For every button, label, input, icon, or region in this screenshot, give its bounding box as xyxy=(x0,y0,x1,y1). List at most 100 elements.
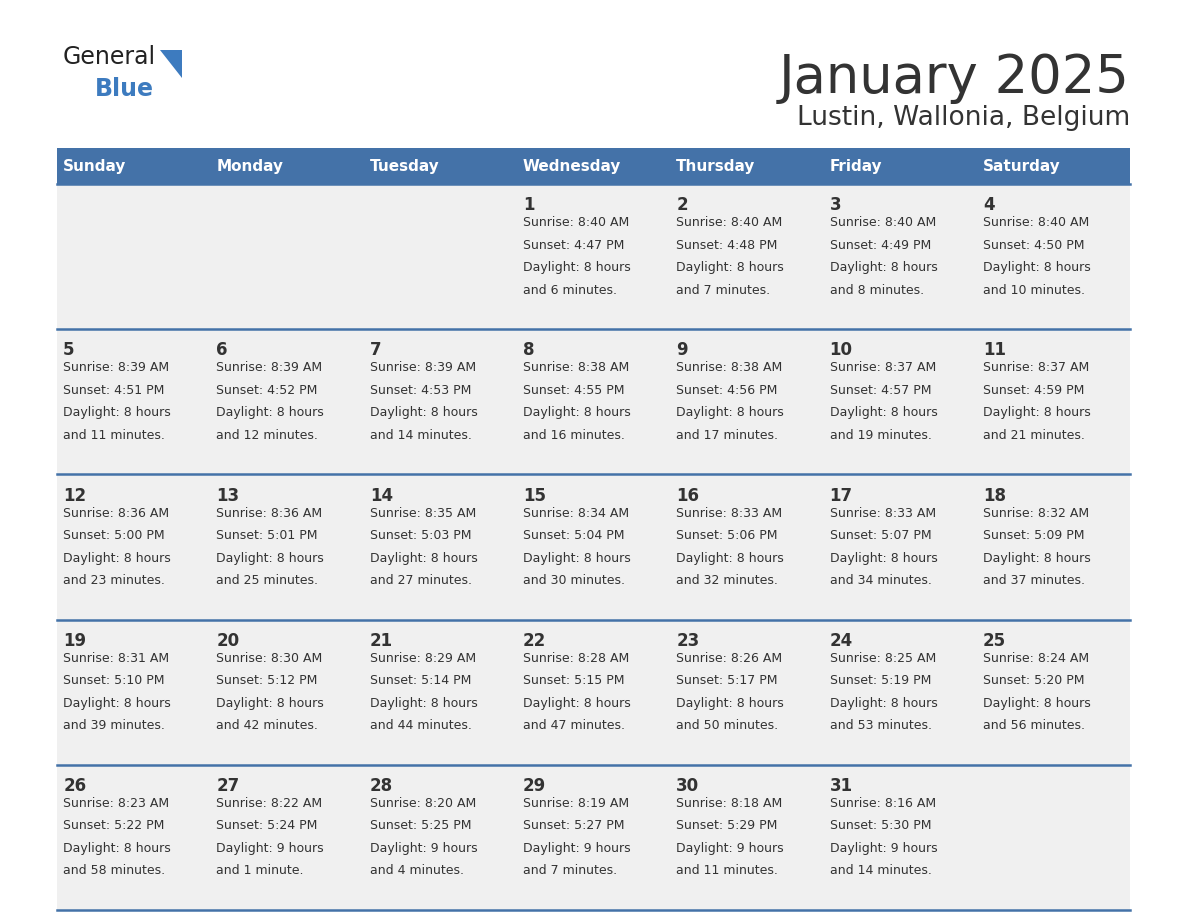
Text: 17: 17 xyxy=(829,487,853,505)
Text: Monday: Monday xyxy=(216,159,284,174)
Text: and 58 minutes.: and 58 minutes. xyxy=(63,865,165,878)
Text: and 23 minutes.: and 23 minutes. xyxy=(63,574,165,588)
Text: Sunrise: 8:39 AM: Sunrise: 8:39 AM xyxy=(369,362,476,375)
Text: Daylight: 8 hours: Daylight: 8 hours xyxy=(676,407,784,420)
Text: 11: 11 xyxy=(982,341,1006,359)
Bar xyxy=(977,184,1130,330)
Bar xyxy=(210,620,364,765)
Text: and 10 minutes.: and 10 minutes. xyxy=(982,284,1085,297)
Text: Friday: Friday xyxy=(829,159,883,174)
Bar xyxy=(823,148,977,184)
Text: Daylight: 8 hours: Daylight: 8 hours xyxy=(523,407,631,420)
Text: Sunrise: 8:22 AM: Sunrise: 8:22 AM xyxy=(216,797,323,810)
Bar xyxy=(364,475,517,620)
Text: Daylight: 8 hours: Daylight: 8 hours xyxy=(523,552,631,565)
Text: 24: 24 xyxy=(829,632,853,650)
Text: Sunset: 4:48 PM: Sunset: 4:48 PM xyxy=(676,239,778,252)
Text: 19: 19 xyxy=(63,632,87,650)
Text: Sunset: 5:19 PM: Sunset: 5:19 PM xyxy=(829,674,931,688)
Bar xyxy=(57,330,210,475)
Text: Daylight: 8 hours: Daylight: 8 hours xyxy=(676,552,784,565)
Text: Daylight: 8 hours: Daylight: 8 hours xyxy=(369,697,478,710)
Text: and 16 minutes.: and 16 minutes. xyxy=(523,429,625,442)
Text: 25: 25 xyxy=(982,632,1006,650)
Text: Daylight: 8 hours: Daylight: 8 hours xyxy=(982,552,1091,565)
Bar xyxy=(517,475,670,620)
Text: Sunset: 5:09 PM: Sunset: 5:09 PM xyxy=(982,529,1085,542)
Text: Sunrise: 8:38 AM: Sunrise: 8:38 AM xyxy=(676,362,783,375)
Text: Daylight: 8 hours: Daylight: 8 hours xyxy=(63,697,171,710)
Text: and 4 minutes.: and 4 minutes. xyxy=(369,865,463,878)
Text: and 14 minutes.: and 14 minutes. xyxy=(369,429,472,442)
Bar xyxy=(210,184,364,330)
Text: Sunrise: 8:23 AM: Sunrise: 8:23 AM xyxy=(63,797,169,810)
Text: Sunrise: 8:33 AM: Sunrise: 8:33 AM xyxy=(676,507,783,520)
Bar xyxy=(517,184,670,330)
Text: Sunrise: 8:34 AM: Sunrise: 8:34 AM xyxy=(523,507,630,520)
Text: Sunrise: 8:36 AM: Sunrise: 8:36 AM xyxy=(216,507,323,520)
Text: Daylight: 8 hours: Daylight: 8 hours xyxy=(216,407,324,420)
Text: Sunset: 5:01 PM: Sunset: 5:01 PM xyxy=(216,529,318,542)
Text: 7: 7 xyxy=(369,341,381,359)
Text: and 25 minutes.: and 25 minutes. xyxy=(216,574,318,588)
Text: and 7 minutes.: and 7 minutes. xyxy=(676,284,770,297)
Text: Sunday: Sunday xyxy=(63,159,126,174)
Text: 23: 23 xyxy=(676,632,700,650)
Text: 28: 28 xyxy=(369,777,393,795)
Text: Daylight: 8 hours: Daylight: 8 hours xyxy=(216,552,324,565)
Text: Sunrise: 8:30 AM: Sunrise: 8:30 AM xyxy=(216,652,323,665)
Bar xyxy=(977,148,1130,184)
Text: Sunrise: 8:16 AM: Sunrise: 8:16 AM xyxy=(829,797,936,810)
Text: Daylight: 8 hours: Daylight: 8 hours xyxy=(523,262,631,274)
Text: Sunset: 4:59 PM: Sunset: 4:59 PM xyxy=(982,384,1085,397)
Text: and 39 minutes.: and 39 minutes. xyxy=(63,720,165,733)
Text: and 8 minutes.: and 8 minutes. xyxy=(829,284,924,297)
Text: 14: 14 xyxy=(369,487,393,505)
Text: and 42 minutes.: and 42 minutes. xyxy=(216,720,318,733)
Text: 10: 10 xyxy=(829,341,853,359)
Text: Sunset: 5:06 PM: Sunset: 5:06 PM xyxy=(676,529,778,542)
Text: Sunrise: 8:40 AM: Sunrise: 8:40 AM xyxy=(982,216,1089,230)
Bar xyxy=(977,475,1130,620)
Text: Lustin, Wallonia, Belgium: Lustin, Wallonia, Belgium xyxy=(797,105,1130,131)
Text: 8: 8 xyxy=(523,341,535,359)
Bar xyxy=(364,330,517,475)
Text: Daylight: 8 hours: Daylight: 8 hours xyxy=(982,262,1091,274)
Text: and 11 minutes.: and 11 minutes. xyxy=(63,429,165,442)
Text: January 2025: January 2025 xyxy=(779,52,1130,104)
Text: Sunset: 4:56 PM: Sunset: 4:56 PM xyxy=(676,384,778,397)
Text: Sunset: 5:29 PM: Sunset: 5:29 PM xyxy=(676,820,778,833)
Bar xyxy=(517,765,670,910)
Text: 13: 13 xyxy=(216,487,240,505)
Text: Daylight: 8 hours: Daylight: 8 hours xyxy=(63,842,171,855)
Text: 5: 5 xyxy=(63,341,75,359)
Bar xyxy=(517,148,670,184)
Text: Daylight: 8 hours: Daylight: 8 hours xyxy=(982,697,1091,710)
Text: Sunset: 5:03 PM: Sunset: 5:03 PM xyxy=(369,529,472,542)
Text: and 34 minutes.: and 34 minutes. xyxy=(829,574,931,588)
Text: 20: 20 xyxy=(216,632,240,650)
Text: Daylight: 8 hours: Daylight: 8 hours xyxy=(523,697,631,710)
Text: Sunset: 5:14 PM: Sunset: 5:14 PM xyxy=(369,674,472,688)
Text: Sunrise: 8:32 AM: Sunrise: 8:32 AM xyxy=(982,507,1089,520)
Bar xyxy=(364,765,517,910)
Bar xyxy=(57,620,210,765)
Text: 2: 2 xyxy=(676,196,688,214)
Text: Sunrise: 8:18 AM: Sunrise: 8:18 AM xyxy=(676,797,783,810)
Text: Daylight: 8 hours: Daylight: 8 hours xyxy=(216,697,324,710)
Bar xyxy=(364,620,517,765)
Text: 29: 29 xyxy=(523,777,546,795)
Text: Sunrise: 8:37 AM: Sunrise: 8:37 AM xyxy=(829,362,936,375)
Text: and 50 minutes.: and 50 minutes. xyxy=(676,720,778,733)
Text: and 53 minutes.: and 53 minutes. xyxy=(829,720,931,733)
Text: Sunrise: 8:38 AM: Sunrise: 8:38 AM xyxy=(523,362,630,375)
Text: and 11 minutes.: and 11 minutes. xyxy=(676,865,778,878)
Text: Daylight: 9 hours: Daylight: 9 hours xyxy=(829,842,937,855)
Text: Daylight: 8 hours: Daylight: 8 hours xyxy=(369,407,478,420)
Bar xyxy=(57,475,210,620)
Bar xyxy=(210,765,364,910)
Bar xyxy=(670,765,823,910)
Bar xyxy=(670,148,823,184)
Text: Sunset: 5:22 PM: Sunset: 5:22 PM xyxy=(63,820,164,833)
Text: Daylight: 9 hours: Daylight: 9 hours xyxy=(676,842,784,855)
